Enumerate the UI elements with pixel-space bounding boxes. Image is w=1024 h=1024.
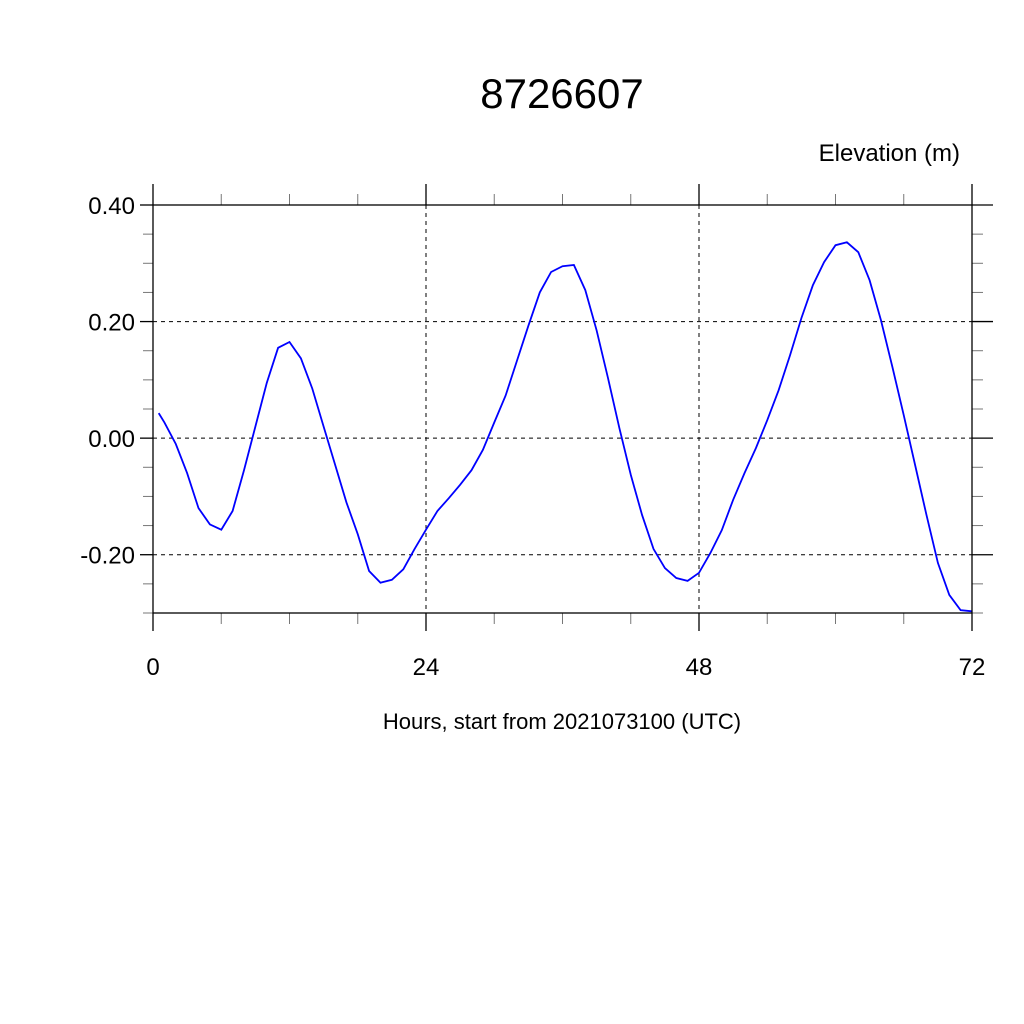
x-tick-label: 48 — [686, 654, 713, 681]
x-axis-label: Hours, start from 2021073100 (UTC) — [383, 709, 741, 734]
series-line — [157, 241, 973, 613]
y-tick-label: 0.40 — [88, 193, 135, 220]
x-tick-label: 0 — [146, 654, 159, 681]
x-tick-label: 24 — [413, 654, 440, 681]
y-axis-label: Elevation (m) — [819, 140, 960, 167]
chart-title: 8726607 — [480, 70, 644, 117]
y-tick-label: -0.20 — [80, 543, 135, 570]
y-tick-label: 0.00 — [88, 426, 135, 453]
axis-ticks — [140, 184, 993, 631]
tick-labels: 0 24 48 72 0.40 0.20 0.00 -0.20 — [80, 193, 985, 681]
plot-frame — [152, 204, 973, 614]
x-tick-label: 72 — [959, 654, 986, 681]
y-tick-label: 0.20 — [88, 310, 135, 337]
